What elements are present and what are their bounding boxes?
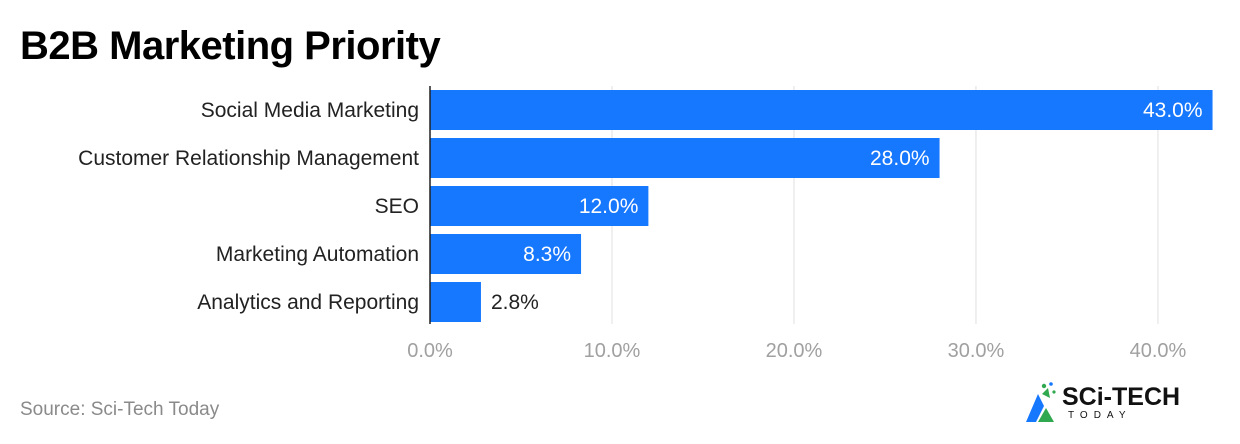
bar	[430, 234, 582, 274]
x-tick-label: 0.0%	[407, 340, 453, 362]
category-label: Marketing Automation	[216, 243, 419, 266]
x-tick-label: 40.0%	[1130, 340, 1187, 362]
category-label: Analytics and Reporting	[197, 291, 419, 314]
bar	[430, 282, 481, 322]
bar	[430, 90, 1213, 130]
x-tick-label: 30.0%	[948, 340, 1005, 362]
value-labels: 43.0% 28.0% 12.0% 8.3% 2.8%	[491, 99, 1203, 314]
bars	[430, 90, 1213, 322]
category-labels: Social Media Marketing Customer Relations…	[78, 99, 419, 314]
value-label: 43.0%	[1143, 99, 1203, 122]
bar-chart: Social Media Marketing Customer Relations…	[78, 86, 1213, 362]
bar	[430, 186, 649, 226]
chart-title: B2B Marketing Priority	[20, 24, 441, 68]
logo-text: SCi-TECH	[1062, 383, 1181, 411]
category-label: SEO	[375, 195, 419, 218]
value-label: 12.0%	[579, 195, 639, 218]
source-note: Source: Sci-Tech Today	[20, 399, 220, 420]
value-label: 28.0%	[870, 147, 930, 170]
category-label: Customer Relationship Management	[78, 147, 419, 170]
category-label: Social Media Marketing	[201, 99, 419, 122]
logo-subtext: TODAY	[1068, 410, 1132, 421]
logo-mark-icon	[1026, 382, 1056, 422]
x-tick-label: 10.0%	[584, 340, 641, 362]
sci-tech-today-logo: SCi-TECH TODAY	[1024, 376, 1214, 426]
value-label: 2.8%	[491, 291, 539, 314]
x-tick-label: 20.0%	[766, 340, 823, 362]
bar	[430, 138, 940, 178]
x-tick-labels: 0.0% 10.0% 20.0% 30.0% 40.0%	[407, 340, 1186, 362]
value-label: 8.3%	[523, 243, 571, 266]
